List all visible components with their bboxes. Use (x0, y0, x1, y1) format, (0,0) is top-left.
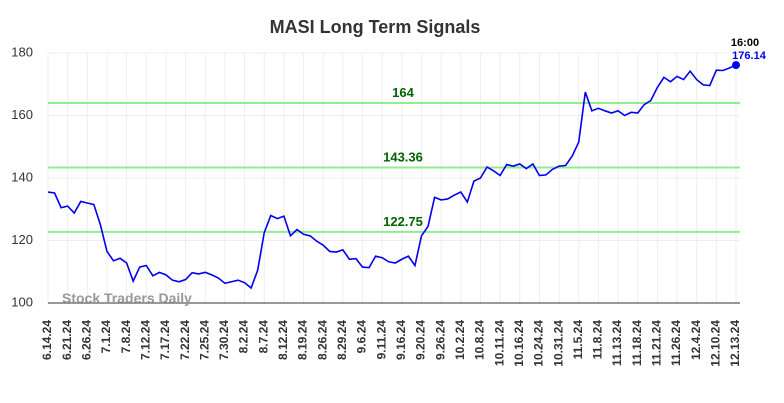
x-tick-label: 11.21.24 (650, 320, 664, 366)
signal-label: 164 (392, 85, 414, 100)
x-tick-label: 12.10.24 (709, 320, 723, 367)
x-tick-label: 9.11.24 (374, 320, 388, 360)
price-line (47, 64, 737, 290)
x-tick-label: 7.12.24 (138, 320, 152, 360)
x-tick-label: 6.26.24 (79, 320, 93, 360)
x-tick-label: 10.11.24 (492, 320, 506, 366)
x-tick-label: 6.14.24 (40, 320, 54, 360)
x-tick-label: 8.7.24 (256, 320, 270, 354)
x-tick-label: 8.12.24 (276, 320, 290, 360)
x-tick-label: 11.13.24 (610, 320, 624, 366)
x-tick-label: 12.4.24 (689, 320, 703, 360)
y-tick-label: 160 (11, 107, 33, 122)
x-tick-label: 7.17.24 (158, 320, 172, 360)
x-tick-label: 10.16.24 (512, 320, 526, 367)
x-tick-label: 12.13.24 (728, 320, 742, 367)
x-tick-label: 6.21.24 (60, 320, 74, 360)
last-point (732, 61, 740, 70)
x-tick-label: 8.2.24 (237, 320, 251, 354)
y-tick-label: 140 (11, 169, 33, 184)
time-label: 16:00 (731, 37, 759, 49)
x-tick-label: 10.8.24 (473, 320, 487, 360)
x-tick-label: 8.26.24 (315, 320, 329, 360)
x-tick-label: 9.16.24 (394, 320, 408, 360)
chart-title: MASI Long Term Signals (270, 17, 481, 37)
x-tick-label: 9.6.24 (355, 320, 369, 354)
x-tick-label: 8.29.24 (335, 320, 349, 360)
x-tick-label: 9.20.24 (414, 320, 428, 360)
x-tick-label: 7.8.24 (119, 320, 133, 354)
x-tick-label: 10.24.24 (532, 320, 546, 367)
y-tick-label: 100 (11, 294, 33, 309)
last-value-label: 176.14 (732, 50, 767, 62)
watermark: Stock Traders Daily (62, 290, 192, 306)
x-tick-label: 10.2.24 (453, 320, 467, 360)
x-tick-label: 11.8.24 (591, 320, 605, 360)
x-tick-label: 11.26.24 (669, 320, 683, 366)
x-tick-label: 10.31.24 (551, 320, 565, 367)
x-tick-label: 7.30.24 (217, 320, 231, 360)
signal-label: 143.36 (383, 150, 423, 165)
x-tick-label: 11.18.24 (630, 320, 644, 366)
x-tick-label: 11.5.24 (571, 320, 585, 360)
signal-label: 122.75 (383, 214, 423, 229)
y-tick-label: 120 (11, 232, 33, 247)
x-tick-label: 9.26.24 (433, 320, 447, 360)
x-tick-label: 7.25.24 (197, 320, 211, 360)
x-tick-label: 8.19.24 (296, 320, 310, 360)
y-tick-label: 180 (11, 44, 33, 59)
x-tick-label: 7.1.24 (99, 320, 113, 354)
x-tick-label: 7.22.24 (178, 320, 192, 360)
